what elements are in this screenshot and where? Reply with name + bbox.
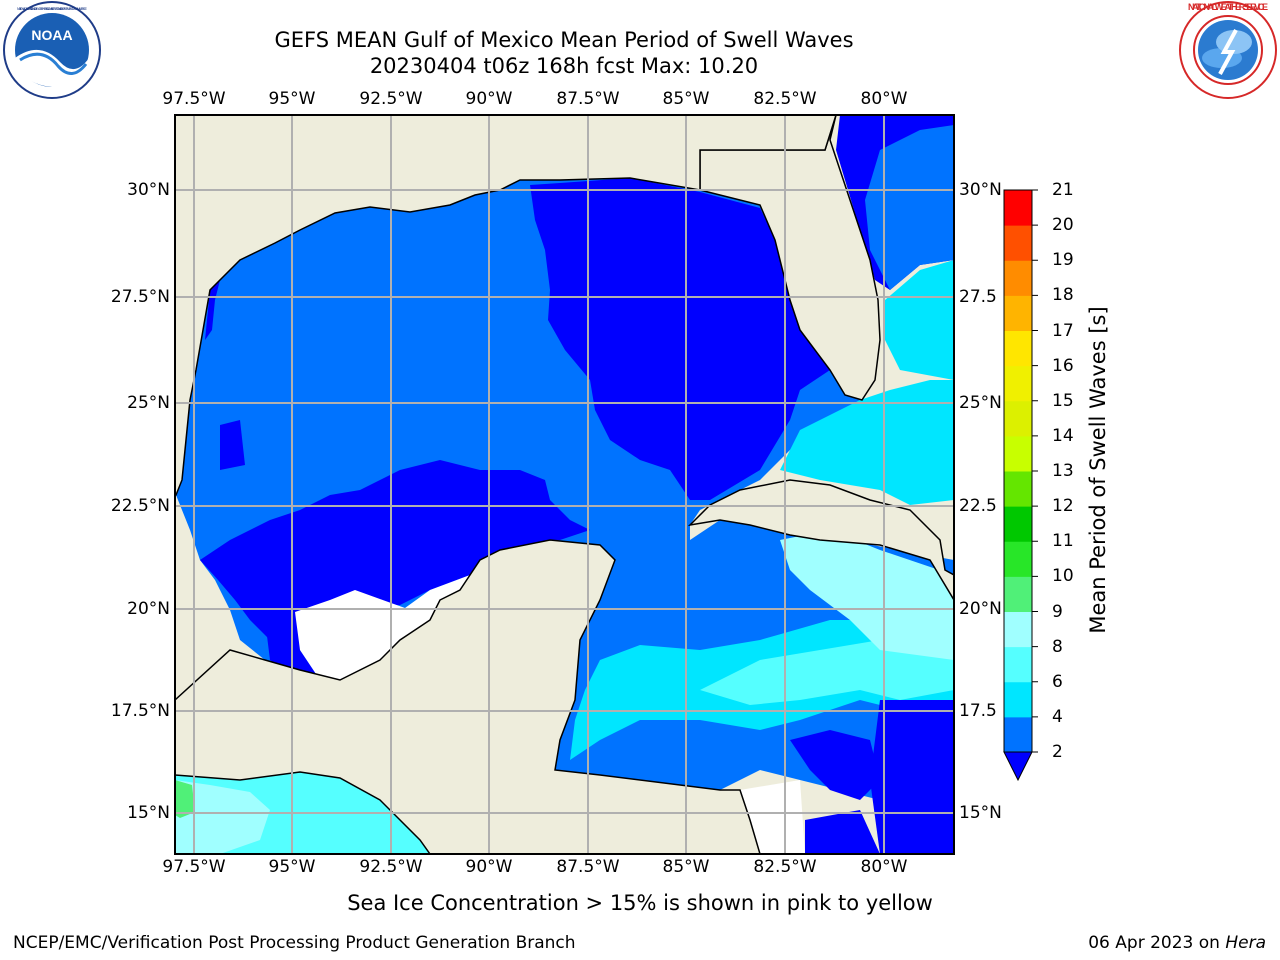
lon-label-top: 95°W (268, 89, 316, 109)
caribbean-south-below-2s (870, 700, 954, 854)
lat-label-left: 30°N (127, 180, 170, 200)
pacific-8-9s (175, 780, 270, 854)
colorbar-tick-label: 2 (1052, 742, 1063, 762)
colorbar-tick-label: 13 (1052, 461, 1074, 481)
yucatan-land (175, 539, 761, 854)
lon-label-top: 90°W (465, 89, 513, 109)
colorbar-tick-label: 20 (1052, 215, 1074, 236)
caribbean-8-9s (780, 530, 954, 660)
lat-label-left: 15°N (127, 803, 170, 823)
pacific-9-10s (175, 780, 195, 818)
atlantic-2-4s (865, 125, 954, 290)
lat-label-left: 27.5°N (110, 287, 170, 307)
west-coast-below-2s (220, 420, 245, 470)
colorbar (1003, 189, 1038, 782)
sw-caribbean-below-2s (805, 810, 880, 854)
lon-label-bottom: 85°W (662, 857, 710, 877)
colorbar-tick-label: 19 (1052, 250, 1074, 271)
svg-text:NATIONAL WEATHER SERVICE: NATIONAL WEATHER SERVICE (1188, 2, 1268, 12)
lat-label-left: 17.5°N (110, 701, 170, 721)
colorbar-swatch (1004, 225, 1032, 261)
colorbar-tick-label: 10 (1052, 566, 1074, 587)
colorbar-swatch (1004, 400, 1032, 437)
florida-straits-4-6s (780, 380, 954, 505)
colorbar-swatch (1004, 576, 1032, 612)
colorbar-tick-label: 21 (1052, 180, 1074, 200)
colorbar-tick-label: 17 (1052, 320, 1074, 341)
lon-label-top: 85°W (662, 89, 710, 109)
lon-label-bottom: 87.5°W (556, 857, 620, 877)
colorbar-tick-label: 4 (1052, 706, 1063, 727)
colorbar-tick-label: 15 (1052, 390, 1074, 411)
gridlines (175, 115, 954, 854)
lon-label-bottom: 95°W (268, 857, 316, 877)
colorbar-swatch (1004, 681, 1032, 718)
svg-text:NOAA: NOAA (31, 27, 72, 43)
colorbar-swatch (1004, 330, 1032, 367)
lon-label-top: 80°W (860, 89, 908, 109)
svg-text:NATIONAL OCEANIC AND ATMOSPHER: NATIONAL OCEANIC AND ATMOSPHERIC ADMINIS… (17, 6, 87, 11)
colorbar-tick-label: 12 (1052, 496, 1074, 517)
lon-label-top: 82.5°W (753, 89, 817, 109)
map-frame (174, 114, 955, 855)
lat-label-left: 25°N (127, 393, 170, 413)
colorbar-tick-label: 6 (1052, 671, 1063, 692)
lat-label-right: 27.5 (959, 287, 997, 307)
colorbar-swatch (1004, 506, 1032, 542)
map-subtitle: 20230404 t06z 168h fcst Max: 10.20 (369, 54, 759, 78)
lat-label-left: 20°N (127, 599, 170, 619)
lat-label-right: 25°N (959, 393, 1002, 413)
noaa-logo: NOAA NATIONAL OCEANIC AND ATMOSPHERIC AD… (3, 1, 101, 99)
bay-of-campeche-nodata (295, 575, 470, 680)
lat-label-right: 15°N (959, 803, 1002, 823)
us-coast-land (175, 115, 837, 496)
lon-label-bottom: 92.5°W (359, 857, 423, 877)
nws-logo: NATIONAL WEATHER SERVICE (1179, 1, 1277, 99)
sea-ice-note: Sea Ice Concentration > 15% is shown in … (347, 891, 933, 915)
colorbar-swatch (1004, 190, 1032, 226)
lat-label-right: 20°N (959, 599, 1002, 619)
cuba-land (687, 479, 954, 602)
atlantic-east-4-6s (885, 260, 954, 380)
colorbar-swatch (1004, 541, 1032, 577)
colorbar-tick-label: 8 (1052, 636, 1063, 657)
colorbar-tick-label: 11 (1052, 531, 1074, 552)
lon-label-top: 87.5°W (556, 89, 620, 109)
colorbar-swatch (1004, 471, 1032, 507)
nw-gulf-below-2s (205, 280, 220, 340)
lat-label-right: 30°N (959, 180, 1002, 200)
colorbar-tick-label: 16 (1052, 355, 1074, 376)
colorbar-tick-label: 14 (1052, 425, 1074, 446)
east-gulf-below-2s (530, 178, 830, 500)
date-text: 06 Apr 2023 on Hera (1088, 933, 1266, 953)
colorbar-swatch (1004, 295, 1032, 331)
colorbar-swatch (1004, 716, 1032, 753)
lon-label-bottom: 82.5°W (753, 857, 817, 877)
colorbar-title: Mean Period of Swell Waves [s] (1086, 306, 1110, 634)
colorbar-swatch (1004, 435, 1032, 472)
host-name: Hera (1225, 933, 1266, 953)
colorbar-swatch (1004, 646, 1032, 683)
colorbar-under-triangle (1003, 751, 1033, 782)
lat-label-right: 22.5 (959, 496, 997, 516)
colorbar-tick-label: 9 (1052, 601, 1063, 622)
credit-text: NCEP/EMC/Verification Post Processing Pr… (13, 933, 576, 953)
colorbar-swatch (1004, 365, 1032, 402)
date-value: 06 Apr 2023 on (1088, 933, 1220, 953)
honduras-nodata (740, 780, 805, 854)
lon-label-top: 92.5°W (359, 89, 423, 109)
lon-label-bottom: 90°W (465, 857, 513, 877)
colorbar-swatch (1004, 260, 1032, 296)
florida-land (699, 115, 954, 401)
map-title: GEFS MEAN Gulf of Mexico Mean Period of … (274, 28, 854, 52)
colorbar-tick-label: 18 (1052, 285, 1074, 306)
caribbean-center-below-2s (790, 730, 880, 800)
lat-label-left: 22.5°N (110, 496, 170, 516)
colorbar-swatch (1004, 611, 1032, 648)
lon-label-bottom: 97.5°W (162, 857, 226, 877)
lat-label-right: 17.5 (959, 701, 997, 721)
lon-label-bottom: 80°W (860, 857, 908, 877)
lon-label-top: 97.5°W (162, 89, 226, 109)
